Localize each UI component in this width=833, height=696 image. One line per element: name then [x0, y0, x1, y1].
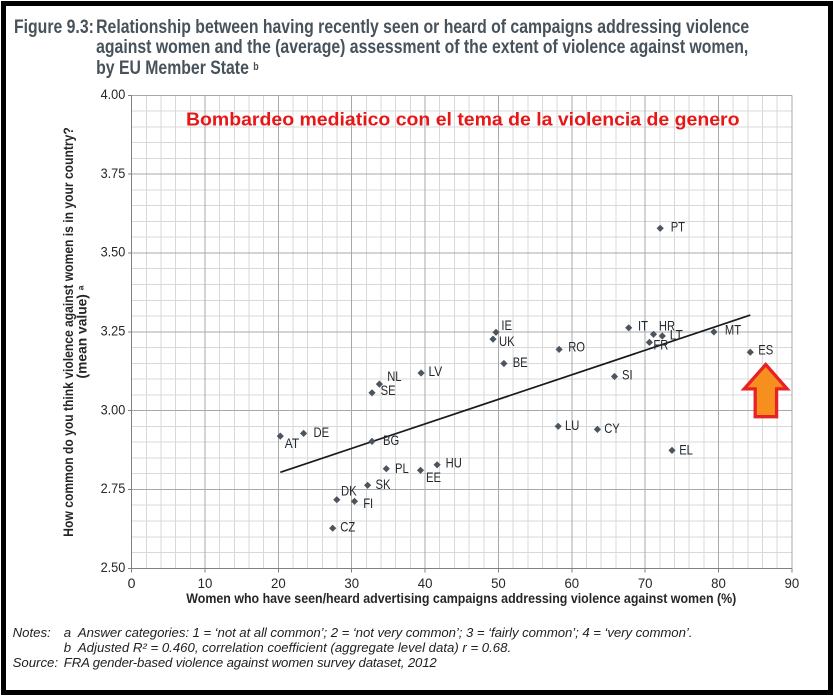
svg-text:IE: IE [501, 318, 512, 333]
svg-text:3.00: 3.00 [101, 401, 126, 417]
svg-text:90: 90 [785, 575, 800, 591]
svg-text:PL: PL [395, 461, 409, 476]
svg-text:BE: BE [513, 355, 528, 370]
svg-text:Women who have seen/heard adve: Women who have seen/heard advertising ca… [186, 591, 736, 606]
svg-text:Bombardeo mediatico con el tem: Bombardeo mediatico con el tema de la vi… [186, 110, 740, 131]
svg-text:3.75: 3.75 [101, 165, 126, 181]
svg-text:ES: ES [758, 343, 773, 358]
svg-text:EE: EE [426, 470, 441, 485]
svg-text:HR: HR [659, 318, 675, 333]
svg-text:EL: EL [679, 442, 693, 457]
svg-text:10: 10 [198, 575, 213, 591]
svg-text:SK: SK [376, 477, 391, 492]
svg-text:UK: UK [499, 334, 515, 349]
svg-text:2.50: 2.50 [101, 559, 126, 575]
svg-text:70: 70 [638, 575, 653, 591]
svg-text:40: 40 [418, 575, 433, 591]
svg-text:FI: FI [363, 496, 373, 511]
svg-text:60: 60 [564, 575, 579, 591]
svg-text:CZ: CZ [340, 520, 355, 535]
svg-text:3.50: 3.50 [101, 244, 126, 260]
svg-text:(mean value) a: (mean value) a [75, 285, 90, 378]
svg-text:IT: IT [638, 319, 649, 334]
svg-text:LU: LU [565, 418, 579, 433]
svg-text:PT: PT [671, 220, 686, 235]
svg-text:80: 80 [711, 575, 726, 591]
svg-text:MT: MT [725, 323, 742, 338]
svg-text:2.75: 2.75 [101, 480, 126, 496]
svg-text:3.25: 3.25 [101, 323, 126, 339]
svg-text:LT: LT [670, 328, 684, 343]
svg-text:NL: NL [387, 369, 402, 384]
svg-text:SE: SE [381, 383, 396, 398]
svg-text:BG: BG [383, 433, 399, 448]
svg-text:HU: HU [446, 455, 462, 470]
svg-text:4.00: 4.00 [101, 86, 126, 102]
svg-text:LV: LV [429, 364, 443, 379]
svg-text:DE: DE [314, 425, 330, 440]
svg-text:50: 50 [491, 575, 506, 591]
svg-text:0: 0 [128, 575, 136, 591]
svg-text:How common do you think violen: How common do you think violence against… [61, 127, 76, 536]
svg-text:RO: RO [568, 339, 585, 354]
svg-text:SI: SI [622, 367, 633, 382]
svg-text:CY: CY [604, 421, 620, 436]
svg-text:20: 20 [271, 575, 286, 591]
svg-text:FR: FR [653, 338, 668, 353]
svg-text:AT: AT [285, 436, 300, 451]
svg-text:DK: DK [341, 483, 357, 498]
svg-text:30: 30 [344, 575, 359, 591]
